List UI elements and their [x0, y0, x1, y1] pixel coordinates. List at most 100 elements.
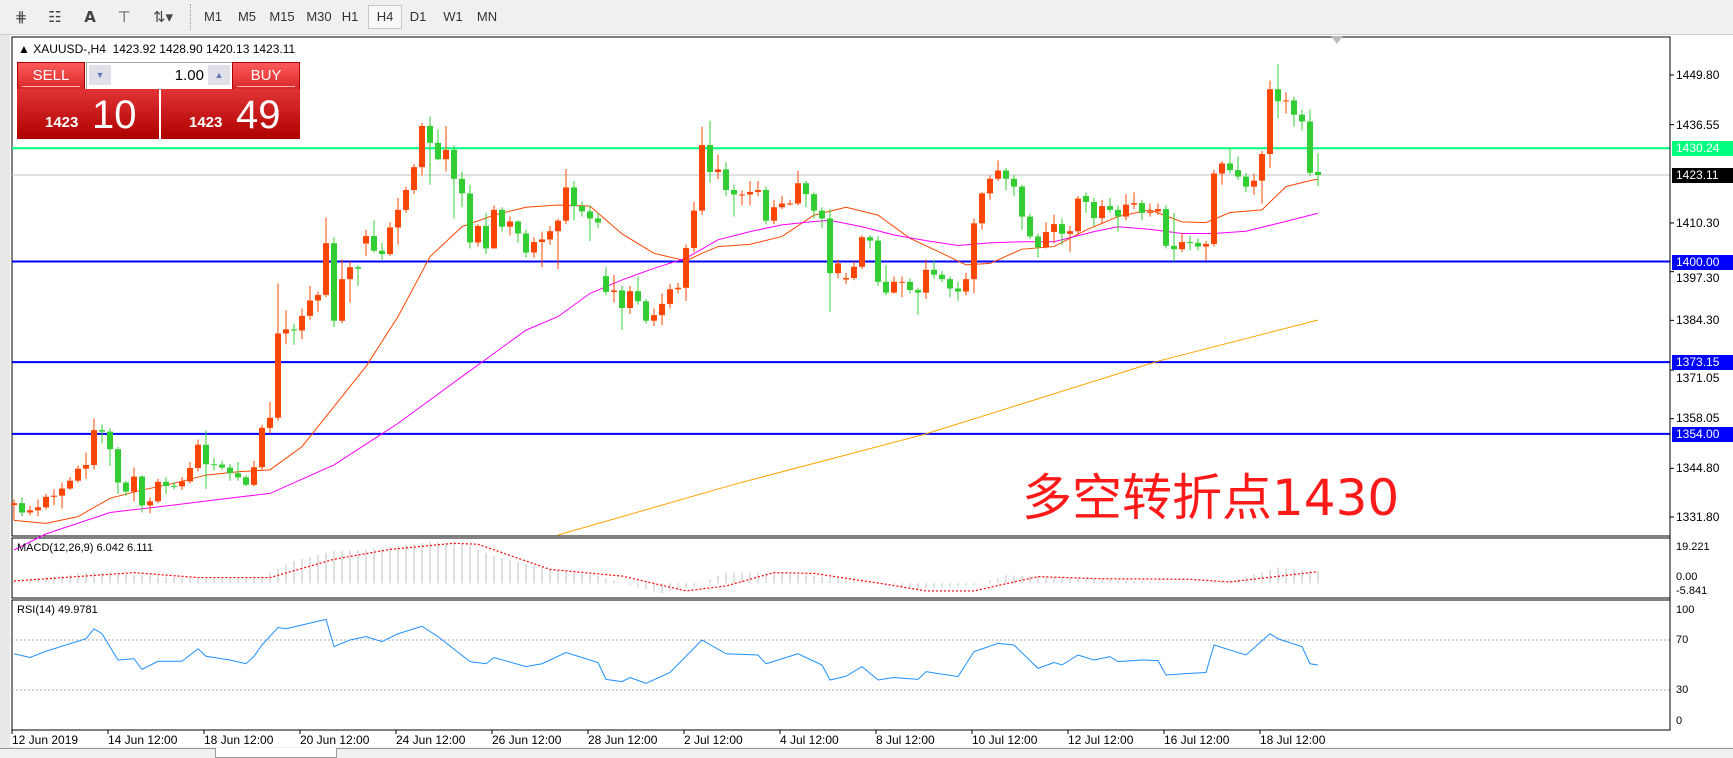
horizontal-line-price-label: 1400.00 [1672, 254, 1733, 270]
candle-body [755, 190, 761, 192]
sell-price-big: 10 [92, 93, 137, 137]
candle-body [163, 481, 169, 486]
candle-body [1115, 209, 1121, 217]
price-axis-label: 1410.30 [1676, 215, 1720, 230]
candle-body [1211, 173, 1217, 244]
symbol-ohlc-text: XAUUSD-,H4 1423.92 1428.90 1420.13 1423.… [33, 42, 296, 56]
candle-body [835, 263, 841, 274]
candle-body [99, 430, 105, 432]
candle-body [811, 194, 817, 211]
timeframe-m15[interactable]: M15 [269, 9, 295, 24]
arrows-dropdown-icon[interactable]: ⇅▾ [152, 8, 174, 26]
candle-body [1067, 231, 1073, 234]
sell-button[interactable]: SELL [17, 62, 85, 90]
candle-body [1043, 231, 1049, 248]
text-icon[interactable]: A [84, 8, 96, 26]
timeframe-d1[interactable]: D1 [409, 9, 427, 24]
candle-body [635, 291, 641, 302]
horizontal-line-price-label: 1373.15 [1672, 355, 1733, 371]
candle-body [347, 267, 353, 280]
candle-body [355, 267, 361, 269]
candle-body [499, 209, 505, 227]
candle-body [619, 290, 625, 309]
candle-body [523, 233, 529, 253]
text-label-icon[interactable]: ⊤ [117, 8, 131, 26]
candle-body [1251, 180, 1257, 187]
candle-body [859, 237, 865, 267]
price-axis-label: 1331.80 [1676, 510, 1720, 525]
candle-body [1075, 198, 1081, 232]
candle-body [595, 218, 601, 223]
candle-body [843, 278, 849, 280]
time-axis-label: 2 Jul 12:00 [684, 733, 743, 747]
timeframe-mn[interactable]: MN [476, 9, 498, 24]
candle-body [107, 431, 113, 450]
candle-body [675, 287, 681, 290]
timeframe-w1[interactable]: W1 [443, 9, 463, 24]
timeframe-m30[interactable]: M30 [306, 9, 332, 24]
macd-frame [11, 537, 1671, 599]
lot-increase-icon[interactable]: ▲ [208, 65, 230, 85]
rsi-axis-label: 0 [1676, 714, 1683, 727]
timeframe-m1[interactable]: M1 [203, 9, 223, 24]
candle-body [1275, 89, 1281, 102]
buy-price-big: 49 [236, 93, 281, 137]
macd-axis-label: 19.221 [1676, 541, 1710, 553]
rsi-axis-label: 70 [1676, 634, 1689, 646]
candle-body [59, 488, 65, 496]
candle-body [1107, 206, 1113, 210]
price-axis-label: 1436.55 [1676, 117, 1720, 132]
candle-body [43, 496, 49, 508]
price-axis-label: 1384.30 [1676, 313, 1720, 328]
chart-window[interactable] [10, 35, 1733, 747]
candle-body [491, 209, 497, 249]
lot-decrease-icon[interactable]: ▼ [89, 65, 111, 85]
time-axis-label: 24 Jun 12:00 [396, 733, 466, 747]
candle-body [715, 169, 721, 173]
grid-icon[interactable]: ☷ [48, 8, 62, 26]
candle-body [387, 227, 393, 255]
candle-body [891, 281, 897, 293]
period-separators-icon[interactable]: ⋕ [14, 8, 28, 26]
candle-body [1259, 154, 1265, 181]
candle-body [1003, 170, 1009, 179]
buy-price-box[interactable]: 1423 49 [161, 89, 300, 139]
candle-body [291, 329, 297, 331]
timeframe-h4[interactable]: H4 [368, 5, 402, 29]
candle-body [1099, 206, 1105, 219]
buy-button[interactable]: BUY [232, 62, 300, 90]
candle-body [259, 427, 265, 468]
timeframe-h1[interactable]: H1 [341, 9, 359, 24]
candle-body [275, 333, 281, 418]
candle-body [723, 169, 729, 191]
candle-body [51, 495, 57, 497]
candle-body [651, 315, 657, 321]
chart-annotation-text[interactable]: 多空转折点1430 [1022, 469, 1400, 527]
one-click-trading-panel: SELL ▼ 1.00 ▲ BUY 1423 10 1423 49 [17, 62, 300, 139]
moving-average-line [557, 319, 1319, 536]
candle-body [1011, 178, 1017, 187]
candle-body [1083, 195, 1089, 202]
candle-body [1267, 89, 1273, 155]
timeframe-m5[interactable]: M5 [237, 9, 257, 24]
time-axis-label: 18 Jun 12:00 [204, 733, 274, 747]
candle-body [419, 125, 425, 168]
time-axis-label: 4 Jul 12:00 [780, 733, 839, 747]
candle-body [83, 464, 89, 469]
time-axis-label: 8 Jul 12:00 [876, 733, 935, 747]
candle-body [659, 303, 665, 316]
sell-price-box[interactable]: 1423 10 [17, 89, 159, 139]
candle-body [203, 444, 209, 465]
candle-body [267, 417, 273, 428]
lot-size-input[interactable]: ▼ 1.00 ▲ [86, 62, 233, 90]
candle-body [667, 289, 673, 304]
candle-body [1219, 163, 1225, 174]
chart-toolbar: ⋕ ☷ A ⊤ ⇅▾ M1 M5 M15 M30 H1 H4 D1 W1 MN [0, 0, 1733, 35]
candle-body [643, 301, 649, 321]
candle-body [379, 250, 385, 255]
candle-body [899, 281, 905, 283]
candle-body [1307, 121, 1313, 173]
candle-body [459, 178, 465, 194]
rsi-axis-label: 100 [1676, 603, 1695, 616]
